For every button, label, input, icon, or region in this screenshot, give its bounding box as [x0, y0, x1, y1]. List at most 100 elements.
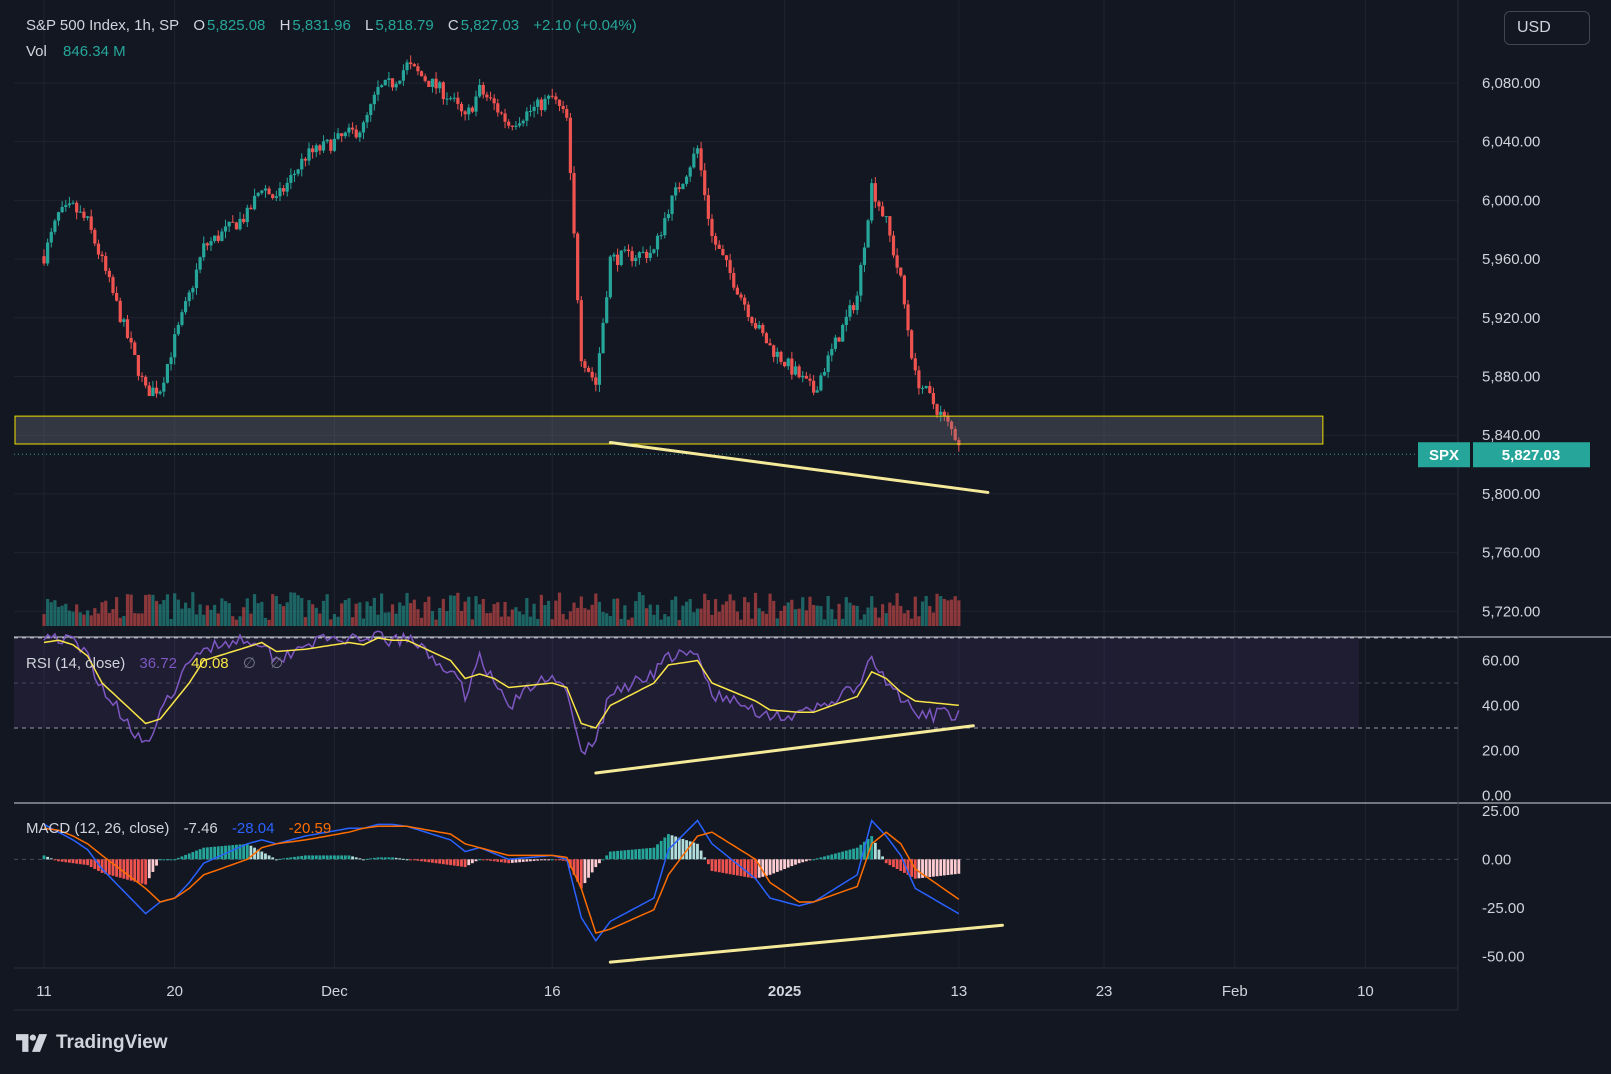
candle-203 [779, 351, 783, 362]
macd-hist-bar-120 [478, 859, 482, 861]
price-trendline[interactable] [608, 441, 990, 494]
volume-bar-14 [93, 608, 97, 626]
volume-bar-221 [844, 597, 848, 626]
volume-bar-188 [724, 601, 729, 626]
candle-186 [717, 244, 721, 249]
candle-97 [394, 83, 398, 88]
candle-83 [343, 132, 347, 137]
spx-price-box[interactable] [1473, 442, 1590, 468]
volume-bar-118 [470, 619, 474, 626]
candle-128 [507, 121, 511, 126]
macd-hist-bar-45 [205, 847, 209, 860]
volume-bar-17 [104, 600, 108, 626]
volume-bar-231 [881, 604, 885, 626]
macd-axis: 25.00 0.00 -25.00 -50.00 [1482, 803, 1525, 965]
candle-61 [263, 188, 268, 191]
volume-bar-22 [122, 615, 126, 626]
volume-bar-1 [46, 598, 50, 626]
macd-hist-bar-174 [674, 836, 678, 860]
candle-224 [855, 295, 859, 311]
macd-hist-bar-166 [645, 848, 649, 860]
macd-hist-bar-159 [619, 850, 623, 860]
volume-bar-115 [459, 610, 464, 626]
candle-81 [336, 133, 340, 139]
macd-hist-bar-109 [438, 859, 442, 864]
volume-bar-158 [615, 598, 620, 626]
volume-bar-79 [329, 619, 333, 626]
volume-bar-189 [728, 594, 732, 626]
rsi-trendline[interactable] [594, 724, 975, 775]
volume-bar-137 [539, 594, 543, 626]
candle-238 [906, 304, 910, 331]
macd-hist-bar-230 [877, 849, 881, 860]
volume-bar-234 [891, 605, 896, 626]
tradingview-brand[interactable]: TradingView [16, 1030, 168, 1056]
volume-bar-171 [663, 614, 667, 626]
volume-bar-23 [125, 594, 130, 626]
volume-bar-26 [136, 613, 140, 626]
macd-hist-bar-220 [841, 851, 845, 860]
currency-button[interactable]: USD [1504, 11, 1590, 45]
macd-hist-bar-126 [500, 859, 503, 863]
macd-hist-bar-26 [136, 859, 140, 883]
candle-247 [939, 411, 943, 415]
spx-symbol-badge[interactable] [1418, 442, 1470, 468]
candle-23 [125, 319, 130, 338]
macd-hist-bar-245 [932, 859, 935, 877]
macd-hist-bar-234 [892, 859, 895, 868]
volume-bar-55 [242, 607, 246, 626]
macd-hist-bar-184 [710, 859, 714, 871]
candle-86 [354, 129, 358, 138]
macd-hist-bar-121 [481, 859, 485, 861]
candle-240 [913, 358, 917, 371]
macd-hist-bar-117 [467, 859, 471, 866]
volume-bar-127 [503, 601, 507, 626]
volume-bar-174 [674, 596, 678, 626]
macd-hist-bar-250 [950, 859, 953, 875]
macd-hist-bar-6 [64, 859, 68, 863]
tradingview-logo-icon [16, 1034, 48, 1052]
candle-167 [648, 252, 652, 258]
candle-96 [390, 78, 395, 88]
volume-bar-132 [521, 614, 525, 626]
volume-label[interactable]: Vol [26, 43, 47, 60]
support-zone[interactable] [14, 415, 1324, 445]
candle-70 [296, 169, 300, 174]
volume-bar-59 [256, 603, 260, 626]
candle-2 [49, 231, 53, 243]
macd-title[interactable]: MACD (12, 26, close) [26, 820, 170, 837]
macd-hist-bar-172 [667, 834, 670, 860]
candle-233 [888, 216, 892, 236]
candle-8 [71, 202, 75, 204]
volume-bar-21 [118, 617, 122, 626]
candle-46 [209, 241, 213, 246]
volume-bar-139 [547, 600, 551, 626]
macd-hist-bar-246 [935, 859, 939, 877]
volume-legend: Vol 846.34 M [26, 43, 128, 60]
candle-201 [772, 345, 776, 357]
candle-6 [64, 205, 68, 208]
macd-trendline[interactable] [608, 923, 1004, 964]
volume-bar-216 [826, 595, 830, 626]
candle-140 [550, 95, 554, 97]
rsi-title[interactable]: RSI (14, close) [26, 655, 126, 672]
rsi-legend: RSI (14, close) 36.72 40.08 ∅ ∅ [26, 654, 285, 672]
volume-bar-202 [775, 618, 779, 626]
volume-bar-88 [361, 618, 366, 626]
macd-signal-value: -20.59 [288, 820, 332, 837]
macd-hist-bar-128 [507, 859, 511, 864]
spx-price-badge[interactable]: SPX 5,827.03 [1418, 442, 1590, 468]
candle-142 [557, 99, 562, 106]
volume-bar-250 [949, 599, 954, 626]
candle-168 [652, 249, 656, 253]
price-tick-label: 5,920.00 [1482, 310, 1540, 327]
macd-hist-bar-138 [543, 859, 547, 861]
candle-230 [877, 201, 881, 207]
symbol-title[interactable]: S&P 500 Index, 1h, SP [26, 17, 180, 34]
candle-180 [695, 148, 700, 154]
volume-bar-164 [637, 592, 641, 626]
candle-210 [804, 375, 808, 379]
macd-hist-bar-111 [445, 859, 449, 865]
